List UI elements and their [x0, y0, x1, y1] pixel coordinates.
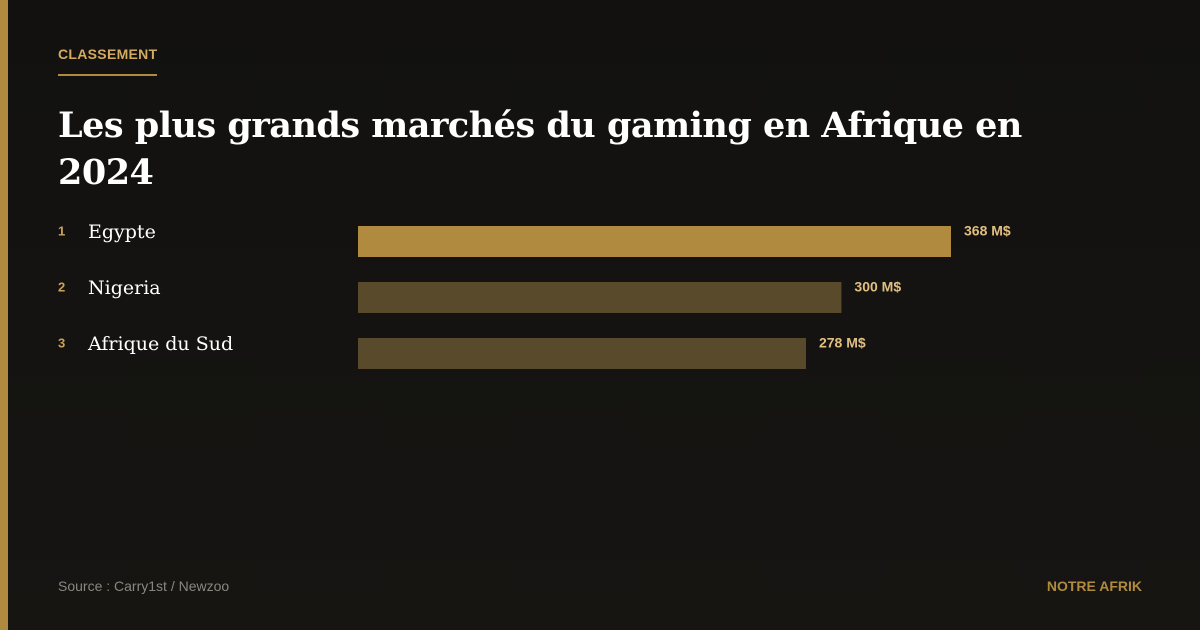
category-label: Nigeria: [88, 277, 161, 299]
value-label: 300 M$: [854, 279, 901, 295]
rank: 2: [58, 279, 65, 294]
bar: [358, 226, 951, 257]
brand: NOTRE AFRIK: [1046, 578, 1142, 594]
chart-title: Les plus grands marchés du gaming en Afr…: [58, 105, 1022, 193]
value-label: 278 M$: [819, 335, 866, 351]
accent-stripe: [0, 0, 8, 630]
bar: [358, 338, 806, 369]
value-label: 368 M$: [964, 223, 1011, 239]
bar: [358, 282, 842, 313]
rank: 3: [58, 335, 65, 350]
rank: 1: [58, 223, 65, 238]
kicker: CLASSEMENT: [58, 46, 158, 76]
source: Source : Carry1st / Newzoo: [58, 578, 230, 594]
category-label: Afrique du Sud: [87, 333, 233, 355]
category-label: Egypte: [88, 221, 156, 243]
